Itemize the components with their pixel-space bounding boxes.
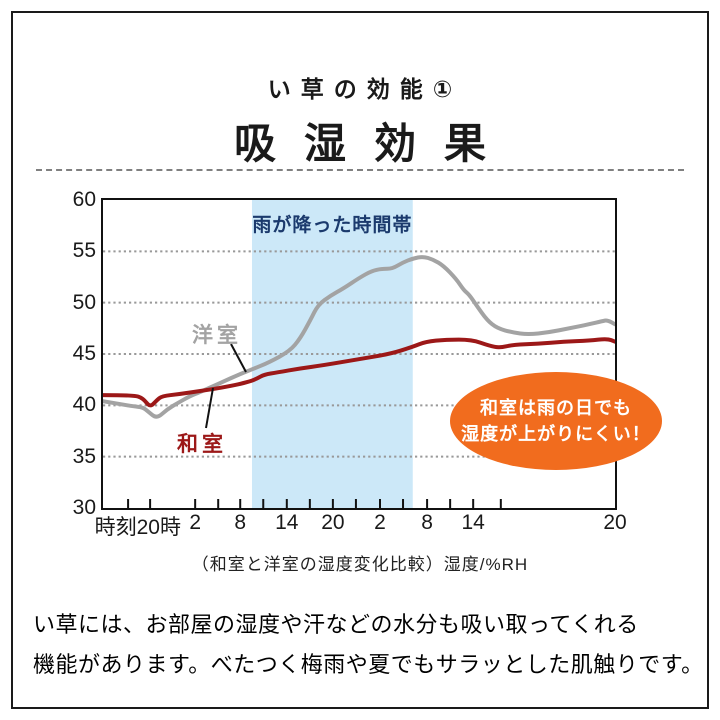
subtitle: い草の効能① bbox=[267, 76, 463, 102]
callout-balloon: 和室は雨の日でも 湿度が上がりにくい！ bbox=[450, 372, 662, 470]
x-axis-label-2: 8 bbox=[234, 511, 247, 534]
x-axis-label-7: 14 bbox=[461, 511, 485, 534]
x-axis-label-8: 20 bbox=[603, 511, 627, 534]
x-axis-label-0: 時刻20時 bbox=[94, 516, 181, 539]
y-axis-label-40: 40 bbox=[72, 393, 96, 417]
y-axis-label-45: 45 bbox=[72, 342, 96, 365]
callout-text-line1: 和室は雨の日でも bbox=[480, 398, 632, 418]
western-pointer-line bbox=[230, 343, 247, 373]
series-line-0 bbox=[103, 255, 615, 419]
y-axis-label-60: 60 bbox=[72, 188, 96, 211]
x-axis-label-4: 20 bbox=[321, 511, 345, 534]
chart-caption: （和室と洋室の湿度変化比較）湿度/%RH bbox=[191, 555, 529, 574]
description-paragraph: い草には、お部屋の湿度や汗などの水分も吸い取ってくれる 機能があります。べたつく… bbox=[33, 605, 704, 685]
dashed-separator bbox=[36, 169, 684, 171]
y-axis-label-50: 50 bbox=[72, 290, 96, 314]
description-line2: 機能があります。べたつく梅雨や夏でもサラッとした肌触りです。 bbox=[33, 652, 704, 677]
y-axis-label-35: 35 bbox=[72, 444, 96, 468]
x-axis-label-5: 2 bbox=[374, 511, 386, 534]
rain-period-label: 雨が降った時間帯 bbox=[252, 215, 413, 236]
western-room-series-label: 洋室 bbox=[192, 324, 242, 347]
page-title: 吸湿効果 bbox=[233, 120, 514, 167]
x-axis-label-1: 2 bbox=[189, 511, 201, 534]
description-line1: い草には、お部屋の湿度や汗などの水分も吸い取ってくれる bbox=[33, 612, 639, 637]
x-axis-label-3: 14 bbox=[275, 511, 299, 534]
series-line-1 bbox=[103, 337, 615, 408]
x-axis-label-6: 8 bbox=[421, 511, 433, 534]
japanese-pointer-line bbox=[205, 387, 214, 429]
japanese-room-series-label: 和室 bbox=[177, 433, 227, 456]
y-axis-label-55: 55 bbox=[72, 239, 96, 263]
callout-text-line2: 湿度が上がりにくい！ bbox=[461, 424, 651, 444]
y-axis-label-30: 30 bbox=[72, 496, 96, 519]
